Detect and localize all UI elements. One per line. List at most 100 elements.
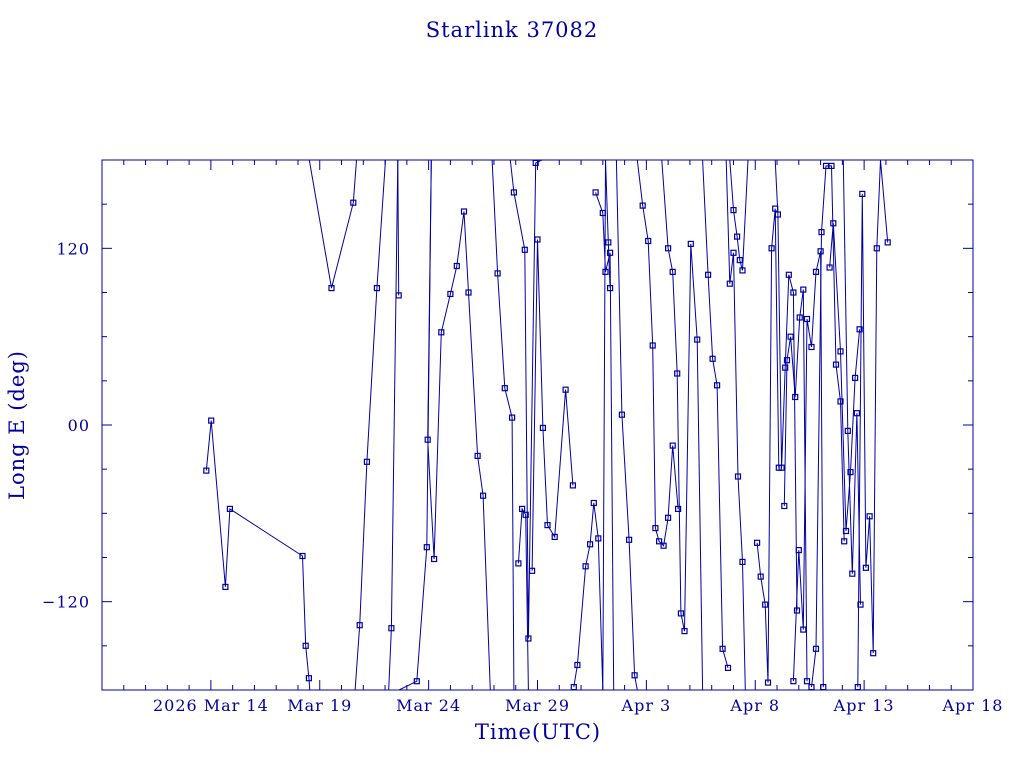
data-point — [674, 505, 682, 512]
data-point — [817, 248, 824, 255]
series-line — [205, 420, 311, 690]
x-axis-label: Time(UTC) — [475, 720, 601, 744]
data-point — [515, 560, 522, 567]
data-point — [447, 290, 454, 298]
data-point — [328, 285, 335, 292]
data-point — [453, 262, 460, 270]
data-point — [669, 442, 676, 449]
data-point — [674, 370, 681, 377]
data-point — [510, 189, 517, 196]
data-point — [873, 245, 880, 252]
data-point — [534, 236, 541, 243]
data-point — [826, 264, 833, 271]
data-point — [677, 610, 685, 617]
data-point — [525, 635, 532, 642]
data-point — [837, 398, 844, 405]
data-point — [203, 467, 210, 474]
data-point — [480, 492, 487, 499]
data-point — [781, 502, 788, 510]
data-point — [753, 539, 761, 546]
data-point — [713, 382, 721, 389]
data-point — [631, 672, 638, 679]
series-line — [354, 160, 386, 690]
data-point — [649, 342, 656, 349]
data-point — [681, 627, 688, 635]
series-line — [615, 160, 638, 690]
data-point — [664, 514, 672, 521]
data-point — [302, 642, 309, 649]
data-point — [664, 245, 672, 252]
data-point — [768, 245, 775, 252]
data-point — [639, 202, 646, 209]
data-point — [590, 499, 597, 507]
data-point — [544, 521, 551, 529]
data-point — [460, 208, 468, 215]
data-point — [551, 533, 558, 541]
data-point — [709, 355, 716, 362]
data-point — [800, 286, 807, 293]
data-point — [687, 240, 694, 247]
data-point — [866, 513, 873, 520]
data-point — [719, 645, 726, 652]
data-point — [625, 536, 633, 543]
series-line — [702, 160, 729, 669]
data-point — [509, 414, 516, 421]
data-point — [474, 452, 481, 459]
data-point — [785, 271, 792, 278]
data-point — [655, 538, 663, 545]
data-point — [847, 469, 854, 476]
data-point — [818, 229, 825, 236]
data-point — [299, 552, 306, 560]
data-point — [837, 348, 844, 355]
data-point — [305, 675, 312, 682]
data-point — [592, 189, 599, 196]
data-point — [790, 289, 797, 296]
series-line — [661, 160, 704, 690]
data-point — [790, 678, 797, 685]
data-point — [870, 650, 877, 657]
data-point — [856, 326, 863, 333]
data-point — [586, 541, 594, 548]
data-point — [582, 563, 589, 570]
data-point — [424, 436, 431, 443]
data-point — [853, 410, 861, 417]
series-line — [427, 160, 491, 690]
y-tick-label: −120 — [42, 593, 90, 612]
data-point — [413, 678, 420, 685]
data-point — [356, 622, 363, 629]
data-point — [618, 411, 626, 418]
chart-title: Starlink 37082 — [426, 18, 599, 42]
series-line — [774, 160, 798, 611]
data-point — [851, 374, 859, 381]
data-point — [704, 271, 712, 278]
data-point — [569, 482, 577, 489]
data-point — [363, 458, 370, 465]
y-tick-labels: −120 00 120 — [42, 239, 90, 612]
data-series — [203, 160, 891, 690]
series-line — [517, 507, 529, 690]
series-line — [531, 239, 574, 571]
x-tick-label: Mar 19 — [287, 696, 352, 715]
data-point — [730, 207, 737, 214]
x-axis-ticks — [101, 160, 974, 690]
data-point — [605, 239, 612, 246]
data-point — [595, 535, 602, 542]
data-point — [574, 661, 581, 669]
series-line — [783, 289, 808, 682]
series-line — [811, 165, 845, 688]
data-point — [724, 664, 732, 672]
data-point — [438, 329, 445, 336]
x-tick-label: Apr 8 — [729, 696, 780, 715]
data-point — [373, 285, 380, 292]
x-tick-labels: 2026 Mar 14 Mar 19 Mar 24 Mar 29 Apr 3 Apr 8 A… — [153, 696, 1002, 715]
x-tick-label: Apr 3 — [621, 696, 672, 715]
data-point — [736, 257, 743, 264]
data-point — [859, 190, 866, 197]
data-point — [857, 601, 864, 608]
data-point — [521, 246, 528, 253]
data-point — [645, 237, 652, 245]
data-point — [884, 239, 891, 246]
data-point — [652, 524, 659, 532]
data-point — [739, 558, 746, 566]
